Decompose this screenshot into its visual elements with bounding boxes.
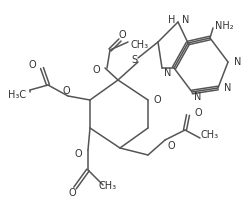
Text: N: N xyxy=(234,57,241,67)
Text: CH₃: CH₃ xyxy=(130,40,148,50)
Text: O: O xyxy=(68,188,76,198)
Text: O: O xyxy=(167,141,175,151)
Text: O: O xyxy=(74,149,82,159)
Text: CH₃: CH₃ xyxy=(200,130,218,140)
Text: N: N xyxy=(164,68,171,78)
Text: N: N xyxy=(182,15,189,25)
Text: O: O xyxy=(92,65,100,75)
Text: O: O xyxy=(153,95,161,105)
Text: N: N xyxy=(194,92,201,102)
Text: O: O xyxy=(62,86,70,96)
Text: H: H xyxy=(168,15,175,25)
Text: H₃C: H₃C xyxy=(8,90,26,100)
Text: N: N xyxy=(224,83,231,93)
Text: O: O xyxy=(194,108,202,118)
Text: CH₃: CH₃ xyxy=(98,181,116,191)
Text: S: S xyxy=(131,55,137,65)
Text: O: O xyxy=(118,30,126,40)
Text: NH₂: NH₂ xyxy=(215,21,234,31)
Text: O: O xyxy=(28,60,36,70)
